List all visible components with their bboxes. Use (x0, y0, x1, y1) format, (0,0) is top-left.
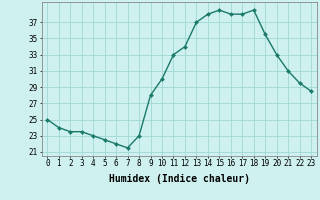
X-axis label: Humidex (Indice chaleur): Humidex (Indice chaleur) (109, 174, 250, 184)
